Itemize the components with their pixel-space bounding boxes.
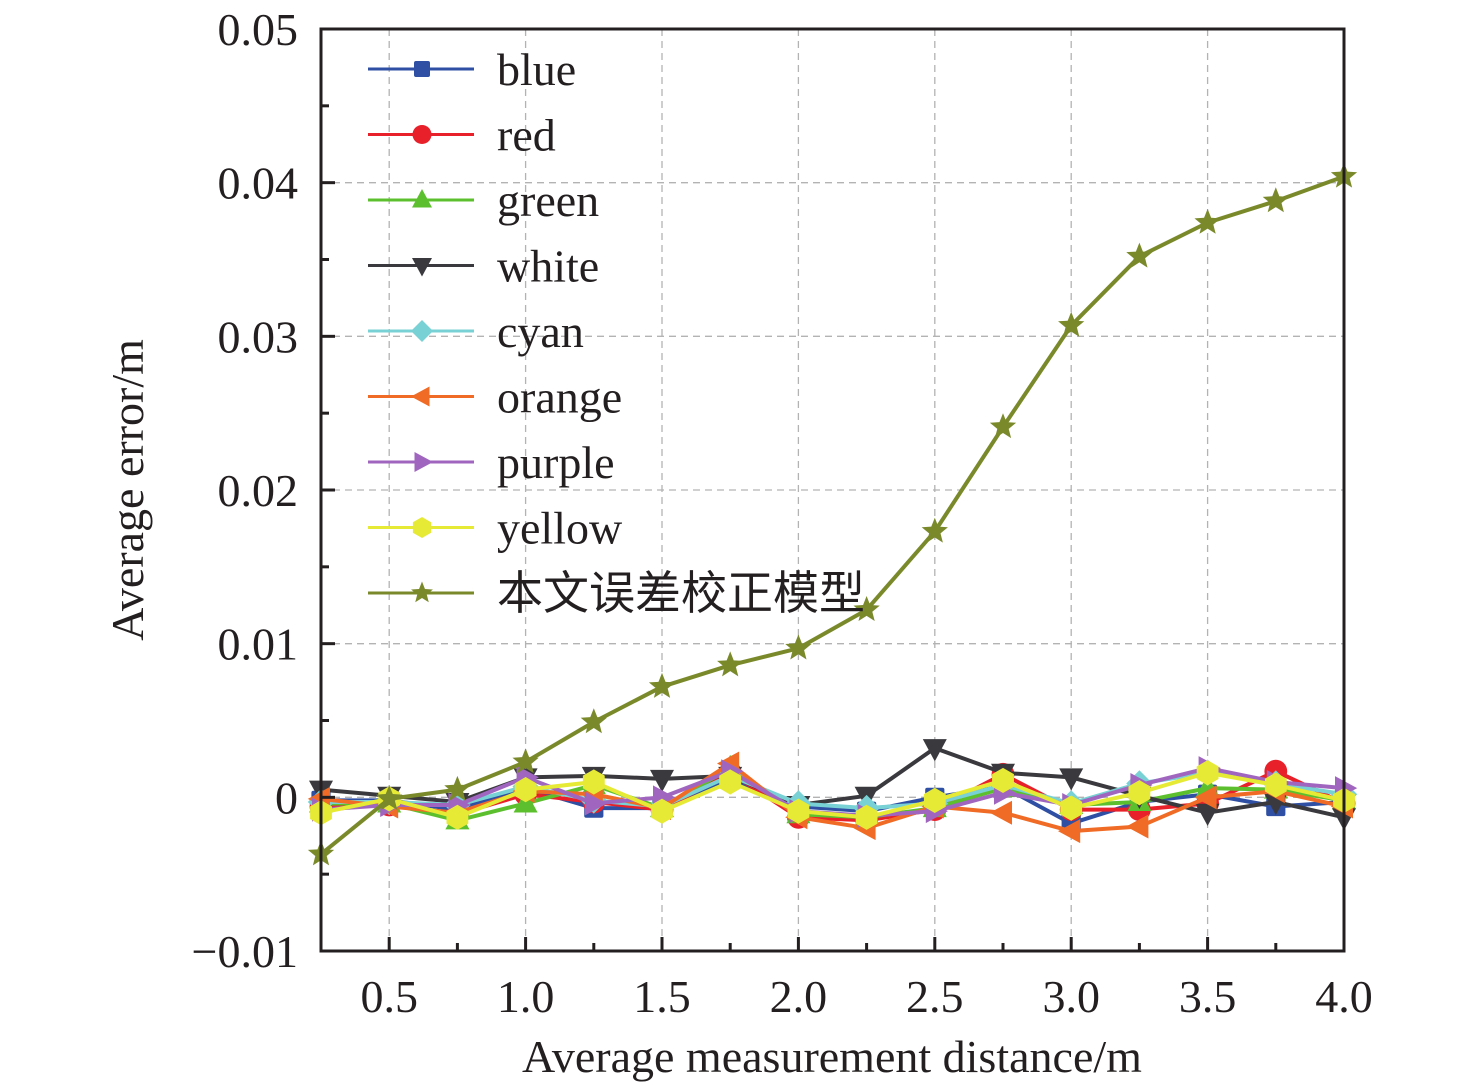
legend-label: yellow xyxy=(497,503,623,554)
legend-label: purple xyxy=(497,437,615,488)
series-line xyxy=(320,770,1345,820)
legend: blue red green white cyan orange purple yellow 本… xyxy=(368,44,865,619)
data-point xyxy=(1126,242,1153,268)
data-point xyxy=(444,775,471,801)
x-tick-label: 0.5 xyxy=(360,971,418,1022)
legend-label: white xyxy=(497,241,599,292)
y-tick-label: −0.01 xyxy=(192,926,298,977)
legend-item: 本文误差校正模型 xyxy=(368,568,865,619)
x-tick-label: 2.0 xyxy=(770,971,828,1022)
x-tick-label: 3.0 xyxy=(1042,971,1100,1022)
legend-item: red xyxy=(368,110,556,161)
legend-marker xyxy=(412,517,432,538)
legend-marker xyxy=(411,320,433,342)
legend-label: 本文误差校正模型 xyxy=(497,568,865,619)
legend-label: orange xyxy=(497,372,622,423)
legend-item: orange xyxy=(368,372,622,423)
data-point xyxy=(1194,208,1221,234)
data-point xyxy=(651,798,673,824)
legend-label: cyan xyxy=(497,306,584,357)
data-point xyxy=(921,517,948,543)
y-tick-label: 0.03 xyxy=(218,311,299,362)
series-layer xyxy=(307,162,1358,866)
legend-item: purple xyxy=(368,437,615,488)
data-point xyxy=(1060,795,1083,821)
data-point xyxy=(1126,814,1149,839)
x-tick-label: 1.5 xyxy=(633,971,691,1022)
y-tick-label: 0.01 xyxy=(218,619,299,670)
data-point xyxy=(446,804,469,830)
series-correction-model xyxy=(307,162,1358,866)
data-point xyxy=(376,785,403,811)
data-point xyxy=(719,769,742,795)
data-point xyxy=(1194,785,1217,810)
x-tick-label: 4.0 xyxy=(1315,971,1373,1022)
data-point xyxy=(580,708,607,734)
x-tick-label: 3.5 xyxy=(1179,971,1237,1022)
data-point xyxy=(1058,819,1081,844)
legend-item: cyan xyxy=(368,306,584,357)
data-point xyxy=(785,634,812,660)
legend-marker xyxy=(412,125,432,144)
legend-item: white xyxy=(368,241,599,292)
data-point xyxy=(1264,772,1287,798)
data-point xyxy=(584,791,607,816)
legend-marker xyxy=(412,258,432,277)
data-point xyxy=(1262,187,1289,213)
y-tick-label: 0.05 xyxy=(218,4,299,55)
series-line xyxy=(321,776,1345,826)
data-point xyxy=(1196,760,1219,786)
y-tick-label: 0.02 xyxy=(218,465,299,516)
legend-item: blue xyxy=(368,44,576,95)
legend-marker xyxy=(414,61,430,77)
data-point xyxy=(787,798,810,824)
y-tick-label: 0.04 xyxy=(218,158,299,209)
legend-marker xyxy=(414,452,433,472)
data-point xyxy=(923,787,946,814)
data-point xyxy=(582,769,605,795)
data-point xyxy=(514,777,537,803)
data-point xyxy=(648,672,676,698)
data-point xyxy=(512,748,539,774)
x-tick-label: 1.0 xyxy=(497,971,555,1022)
data-point xyxy=(992,767,1014,794)
legend-item: yellow xyxy=(368,503,623,554)
data-point xyxy=(650,769,674,793)
series-yellow xyxy=(310,760,1355,830)
series-line xyxy=(319,174,1345,856)
data-point xyxy=(989,413,1017,439)
legend-marker xyxy=(411,581,433,603)
axes: 0.5 1.0 1.5 2.0 2.5 3.0 3.5 4.0 −0.01 0 0.01 0.02 0.… xyxy=(192,4,1373,1022)
y-tick-label: 0 xyxy=(275,772,298,823)
data-point xyxy=(717,651,744,677)
data-point xyxy=(1128,780,1151,806)
legend-item: green xyxy=(368,175,599,226)
x-tick-label: 2.5 xyxy=(906,971,964,1022)
data-point xyxy=(1195,803,1220,826)
data-point xyxy=(922,739,947,762)
data-point xyxy=(989,800,1012,825)
legend-label: green xyxy=(497,175,599,226)
y-axis-title: Average error/m xyxy=(102,339,153,641)
legend-label: blue xyxy=(497,44,576,95)
data-point xyxy=(1058,311,1085,337)
data-point xyxy=(1059,768,1084,791)
legend-marker xyxy=(412,189,432,208)
legend-marker xyxy=(411,386,430,407)
data-point xyxy=(855,804,878,830)
legend-label: red xyxy=(497,110,556,161)
x-axis-title: Average measurement distance/m xyxy=(522,1031,1142,1082)
data-point xyxy=(853,596,880,622)
